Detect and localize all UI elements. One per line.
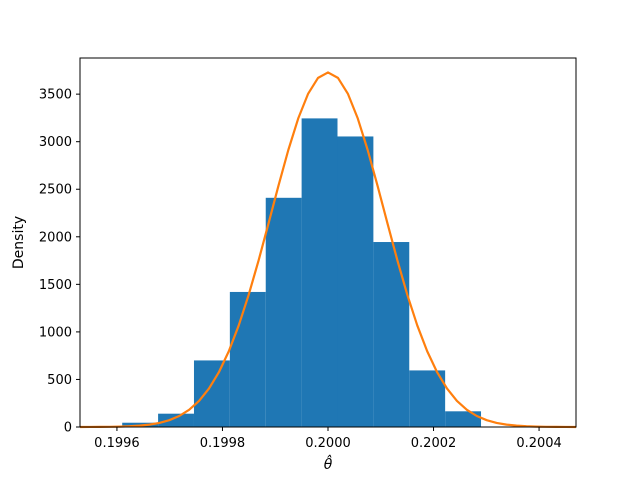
y-tick-label: 1500 [39, 278, 72, 293]
y-axis-label: Density [11, 216, 27, 269]
histogram-bar [337, 136, 374, 427]
x-tick-label: 0.2000 [305, 436, 351, 451]
density-curve [79, 71, 577, 429]
histogram-bar [409, 370, 446, 427]
y-tick-label: 500 [47, 373, 72, 388]
histogram-bar [373, 242, 410, 427]
histogram-bar [445, 411, 482, 427]
histogram-bar [193, 360, 230, 427]
x-tick-label: 0.2002 [411, 436, 457, 451]
histogram-bar [265, 197, 302, 427]
y-tick-label: 0 [64, 421, 72, 436]
x-tick-label: 0.1996 [94, 436, 140, 451]
y-axis-ticks: 0 500 1000 1500 2000 2500 3000 3500 [39, 88, 80, 436]
x-tick-label: 0.2004 [516, 436, 562, 451]
density-curve-layer [79, 71, 577, 429]
x-tick-label: 0.1998 [200, 436, 246, 451]
x-axis-ticks: 0.1996 0.1998 0.2000 0.2002 0.2004 [94, 427, 562, 451]
y-tick-label: 1000 [39, 325, 72, 340]
histogram-bars [122, 118, 482, 427]
histogram-bar [301, 118, 338, 427]
y-tick-label: 3000 [39, 135, 72, 150]
x-axis-label: θ̂ [324, 454, 333, 473]
y-tick-label: 2500 [39, 183, 72, 198]
histogram-bar [158, 413, 194, 427]
histogram-bar [229, 291, 266, 427]
y-tick-label: 2000 [39, 230, 72, 245]
y-tick-label: 3500 [39, 88, 72, 103]
